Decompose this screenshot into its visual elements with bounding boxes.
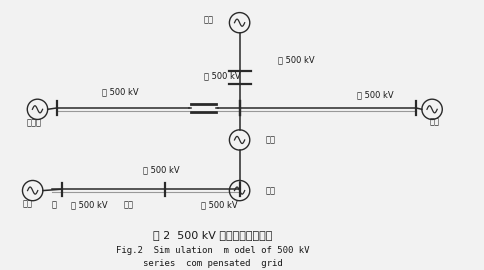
Text: 平 500 kV: 平 500 kV xyxy=(203,72,240,80)
Text: 百色: 百色 xyxy=(124,200,134,209)
Text: 百 500 kV: 百 500 kV xyxy=(143,165,180,174)
Text: Fig.2  Sim ulation  m odel of 500 kV: Fig.2 Sim ulation m odel of 500 kV xyxy=(116,246,310,255)
Text: 天 500 kV: 天 500 kV xyxy=(103,87,139,96)
Text: 天生桥: 天生桥 xyxy=(27,118,42,127)
Text: 平果: 平果 xyxy=(266,136,276,144)
Text: 图 2  500 kV 串补电网仿真模型: 图 2 500 kV 串补电网仿真模型 xyxy=(153,230,273,239)
Text: 马: 马 xyxy=(52,200,57,209)
Text: 马 500 kV: 马 500 kV xyxy=(71,200,108,209)
Text: 南宁: 南宁 xyxy=(266,186,276,195)
Text: 来宾: 来宾 xyxy=(429,117,439,126)
Text: 南 500 kV: 南 500 kV xyxy=(201,200,238,209)
Text: 马窝: 马窝 xyxy=(23,199,33,208)
Text: 岩 500 kV: 岩 500 kV xyxy=(278,56,315,65)
Text: 来 500 kV: 来 500 kV xyxy=(358,90,394,99)
Text: series  com pensated  grid: series com pensated grid xyxy=(143,259,283,268)
Text: 岩滩: 岩滩 xyxy=(203,16,213,25)
